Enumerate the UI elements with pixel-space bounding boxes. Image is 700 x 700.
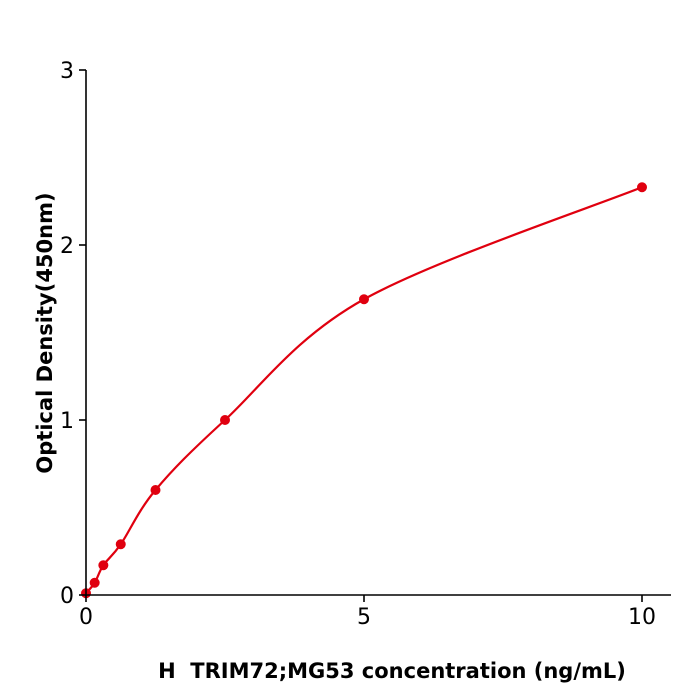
data-point <box>220 415 230 425</box>
data-point <box>89 577 100 588</box>
data-point <box>150 485 161 495</box>
fit-curve <box>85 186 643 594</box>
x-axis-label: H TRIM72;MG53 concentration (ng/mL) <box>158 659 626 683</box>
y-tick-label: 1 <box>60 409 74 434</box>
data-point <box>98 560 109 571</box>
data-point <box>115 539 126 550</box>
y-tick-label: 3 <box>60 59 74 84</box>
y-tick-label: 2 <box>60 234 74 259</box>
data-point <box>637 182 647 193</box>
x-tick-label: 5 <box>357 605 371 630</box>
x-tick-label: 10 <box>628 605 656 630</box>
y-axis-label: Optical Density(450nm) <box>33 192 57 473</box>
x-tick-label: 0 <box>79 605 93 630</box>
y-tick-label: 0 <box>60 584 74 609</box>
data-point <box>359 294 369 305</box>
